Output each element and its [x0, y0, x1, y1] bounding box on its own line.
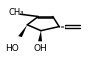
Text: HO: HO — [5, 44, 19, 53]
Text: OH: OH — [33, 44, 47, 53]
Polygon shape — [18, 25, 27, 37]
Text: CH₃: CH₃ — [9, 8, 24, 17]
Polygon shape — [38, 31, 42, 41]
